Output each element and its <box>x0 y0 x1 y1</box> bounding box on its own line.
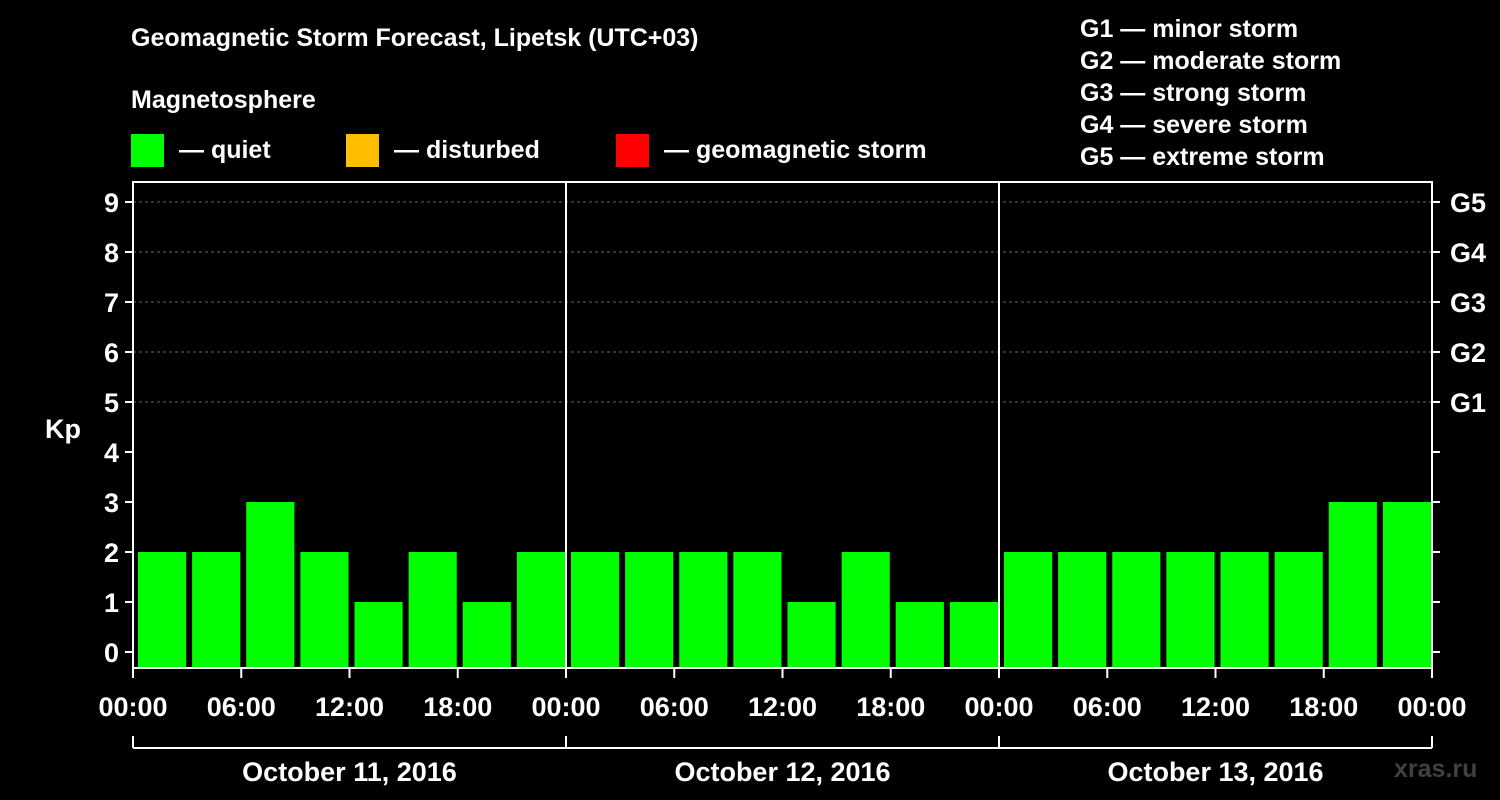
kp-bar <box>246 502 295 668</box>
storm-scale-legend: G1 — minor storm G2 — moderate storm G3 … <box>1080 13 1341 173</box>
kp-bar <box>679 552 728 668</box>
y-tick-label: 6 <box>104 338 119 368</box>
legend-quiet: — quiet <box>131 133 271 167</box>
x-tick-label: 12:00 <box>315 692 384 722</box>
legend-storm-label: — geomagnetic storm <box>664 135 927 164</box>
storm-level-label: G2 <box>1450 338 1486 368</box>
kp-bar <box>841 552 890 668</box>
kp-bar <box>787 602 836 668</box>
kp-bar <box>408 552 457 668</box>
kp-bar <box>571 552 620 668</box>
storm-level-label: G3 <box>1450 288 1486 318</box>
day-label: October 11, 2016 <box>242 757 457 787</box>
day-label: October 13, 2016 <box>1107 757 1323 787</box>
legend-storm: — geomagnetic storm <box>616 133 927 167</box>
y-tick-label: 5 <box>104 388 119 418</box>
y-tick-label: 3 <box>104 488 119 518</box>
y-tick-label: 0 <box>104 638 119 668</box>
kp-bar <box>192 552 241 668</box>
chart-title: Geomagnetic Storm Forecast, Lipetsk (UTC… <box>131 24 699 52</box>
day-label: October 12, 2016 <box>674 757 890 787</box>
kp-bar <box>625 552 674 668</box>
x-tick-label: 12:00 <box>1181 692 1250 722</box>
kp-bar <box>138 552 187 668</box>
kp-bar <box>462 602 511 668</box>
y-tick-label: 2 <box>104 538 119 568</box>
y-tick-label: 7 <box>104 288 119 318</box>
y-tick-label: 1 <box>104 588 119 618</box>
x-tick-label: 00:00 <box>964 692 1033 722</box>
kp-bar <box>1382 502 1431 668</box>
storm-scale-g1: G1 — minor storm <box>1080 15 1299 43</box>
kp-bar <box>1328 502 1377 668</box>
y-tick-label: 9 <box>104 188 119 218</box>
storm-level-label: G1 <box>1450 388 1486 418</box>
x-tick-label: 06:00 <box>1073 692 1142 722</box>
legend-quiet-label: — quiet <box>179 135 271 164</box>
kp-bar <box>1274 552 1323 668</box>
kp-bar <box>1166 552 1215 668</box>
kp-bar <box>895 602 944 668</box>
kp-bar <box>733 552 782 668</box>
kp-bar <box>1112 552 1161 668</box>
x-tick-label: 06:00 <box>207 692 276 722</box>
storm-scale-g4: G4 — severe storm <box>1080 111 1308 139</box>
legend-quiet-swatch <box>131 133 164 167</box>
legend-disturbed: — disturbed <box>346 133 540 167</box>
x-tick-label: 00:00 <box>1397 692 1466 722</box>
storm-level-label: G5 <box>1450 188 1486 218</box>
legend-disturbed-label: — disturbed <box>394 135 540 164</box>
x-tick-label: 18:00 <box>423 692 492 722</box>
kp-bar <box>354 602 403 668</box>
watermark: xras.ru <box>1394 755 1478 783</box>
kp-bar <box>1220 552 1269 668</box>
y-tick-label: 8 <box>104 238 119 268</box>
x-tick-label: 00:00 <box>98 692 167 722</box>
storm-scale-g2: G2 — moderate storm <box>1080 47 1342 75</box>
storm-scale-g5: G5 — extreme storm <box>1080 143 1325 171</box>
storm-scale-g3: G3 — strong storm <box>1080 79 1307 107</box>
x-tick-label: 18:00 <box>1289 692 1358 722</box>
kp-bar <box>300 552 349 668</box>
legend-disturbed-swatch <box>346 133 379 167</box>
x-tick-label: 06:00 <box>640 692 709 722</box>
magnetosphere-title: Magnetosphere <box>131 86 316 114</box>
kp-bar <box>1058 552 1107 668</box>
legend-storm-swatch <box>616 133 649 167</box>
x-tick-label: 18:00 <box>856 692 925 722</box>
y-tick-label: 4 <box>104 438 119 468</box>
x-tick-label: 00:00 <box>531 692 600 722</box>
storm-level-label: G4 <box>1450 238 1486 268</box>
x-tick-label: 12:00 <box>748 692 817 722</box>
kp-bar <box>1004 552 1053 668</box>
y-axis-label: Kp <box>45 414 81 444</box>
kp-bar <box>516 552 565 668</box>
kp-bar <box>949 602 998 668</box>
